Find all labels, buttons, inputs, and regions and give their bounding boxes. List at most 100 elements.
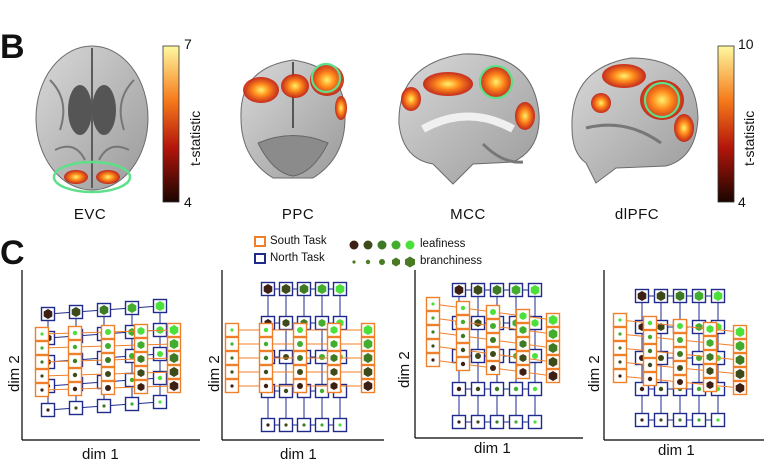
north-task-point-mark: [263, 284, 273, 294]
south-task-point: [67, 325, 83, 341]
south-task-point: [133, 365, 149, 381]
south-task-point: [34, 354, 50, 370]
south-task-point: [612, 312, 628, 328]
south-task-point: [672, 332, 688, 348]
north-task-point: [470, 381, 486, 397]
south-task-point-mark: [72, 344, 78, 350]
north-task-point-mark: [302, 423, 306, 427]
south-task-point-mark: [263, 327, 269, 333]
north-task-point-mark: [127, 303, 137, 313]
south-task-point-mark: [297, 369, 303, 375]
north-task-point-mark: [695, 323, 703, 331]
south-task-point: [100, 324, 116, 340]
south-task-point: [702, 349, 718, 365]
south-task-point-mark: [137, 355, 145, 363]
north-task-point-mark: [456, 386, 462, 392]
evc-brain-image: [35, 45, 149, 194]
legend-north-task: North Task: [270, 252, 325, 264]
south-task-point-mark: [519, 368, 527, 376]
south-task-point: [34, 368, 50, 384]
north-task-point-mark: [317, 284, 327, 294]
north-task-point: [470, 282, 486, 298]
south-task-point-mark: [330, 340, 338, 348]
north-task-point: [653, 412, 669, 428]
north-task-point: [260, 281, 276, 297]
mcc-brain-image: [398, 53, 540, 185]
scatter-panel-ppc: [221, 270, 384, 441]
south-task-point: [545, 312, 561, 328]
south-task-point-mark: [647, 334, 653, 340]
scatter-panel-mcc: [414, 270, 583, 439]
south-task-point-mark: [263, 383, 269, 389]
south-task-point-mark: [706, 339, 714, 347]
south-task-point-mark: [460, 305, 466, 311]
north-task-point: [451, 414, 467, 430]
south-task-point-mark: [519, 312, 527, 320]
south-task-point-mark: [230, 356, 234, 360]
north-task-point: [278, 281, 294, 297]
south-task-point-mark: [169, 353, 179, 363]
north-task-point-mark: [658, 386, 664, 392]
south-task-point: [732, 380, 748, 396]
south-task-point: [672, 346, 688, 362]
south-task-point-mark: [330, 382, 338, 390]
south-task-point: [258, 336, 274, 352]
south-task-point: [224, 322, 240, 338]
north-task-point-mark: [639, 386, 645, 392]
south-task-point: [166, 336, 182, 352]
south-task-point: [612, 354, 628, 370]
south-task-point: [612, 340, 628, 356]
north-task-point: [332, 417, 348, 433]
north-task-point: [296, 281, 312, 297]
north-task-point: [314, 417, 330, 433]
south-task-point: [224, 350, 240, 366]
south-task-point-mark: [548, 371, 558, 381]
south-task-point-mark: [330, 368, 338, 376]
south-task-point: [100, 380, 116, 396]
south-task-point-mark: [40, 332, 44, 336]
north-task-point: [124, 300, 140, 316]
south-task-point-mark: [618, 360, 622, 364]
north-task-point: [152, 298, 168, 314]
north-task-point-mark: [266, 423, 270, 427]
south-task-point: [292, 378, 308, 394]
south-task-point-mark: [490, 337, 496, 343]
north-task-point-mark: [713, 291, 723, 301]
south-task-point: [732, 338, 748, 354]
region-label-ppc: PPC: [281, 206, 315, 223]
colorbar-right-max: 10: [738, 36, 754, 52]
north-task-point-mark: [475, 386, 481, 392]
north-task-point-mark: [318, 319, 326, 327]
south-task-point-mark: [363, 325, 373, 335]
south-task-point-mark: [519, 354, 527, 362]
south-task-point-mark: [548, 357, 558, 367]
south-task-point: [166, 322, 182, 338]
north-task-point: [152, 346, 168, 362]
south-task-point: [455, 314, 471, 330]
south-task-point-mark: [431, 302, 435, 306]
south-task-point: [326, 336, 342, 352]
north-task-point: [314, 315, 330, 331]
south-task-point-mark: [297, 327, 303, 333]
south-task-point-mark: [263, 369, 269, 375]
north-task-point: [314, 349, 330, 365]
north-task-point-mark: [284, 423, 288, 427]
south-task-point: [642, 329, 658, 345]
north-task-point: [634, 412, 650, 428]
north-task-point-mark: [659, 418, 663, 422]
north-task-point-mark: [678, 418, 682, 422]
north-task-point-mark: [335, 284, 345, 294]
south-task-point-mark: [169, 325, 179, 335]
south-task-point-mark: [105, 343, 111, 349]
south-task-point-mark: [677, 337, 683, 343]
south-task-point-mark: [297, 383, 303, 389]
south-task-point: [612, 326, 628, 342]
south-task-point-mark: [460, 361, 466, 367]
north-task-point-mark: [531, 319, 539, 327]
north-task-point-mark: [46, 408, 50, 412]
north-task-point: [527, 381, 543, 397]
region-label-evc: EVC: [73, 206, 107, 223]
north-task-point: [508, 282, 524, 298]
south-task-point: [166, 350, 182, 366]
north-task-point: [527, 315, 543, 331]
